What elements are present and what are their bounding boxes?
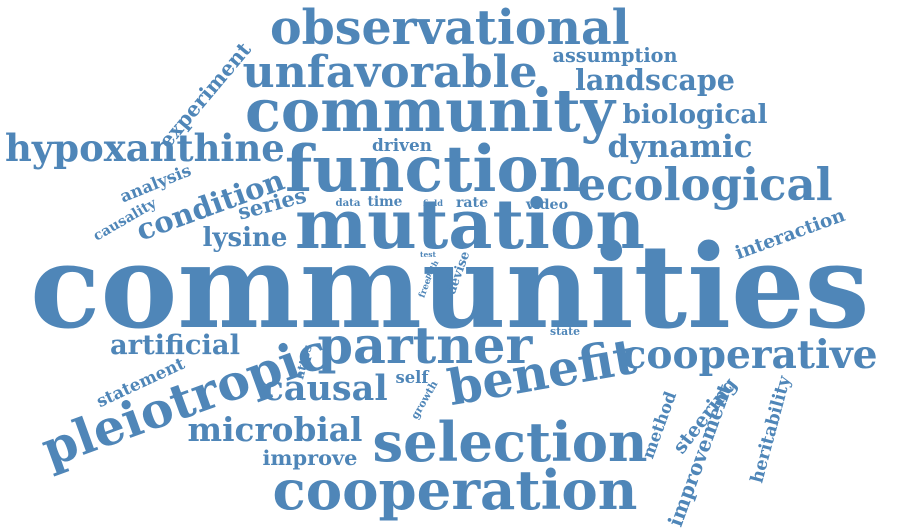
word-state: state	[550, 324, 581, 338]
word-partner: partner	[317, 314, 533, 375]
word-rate: rate	[456, 195, 489, 211]
word-selection: selection	[372, 410, 648, 474]
word-community: community	[245, 75, 615, 145]
word-video: video	[526, 197, 569, 213]
word-microbial: microbial	[187, 409, 363, 449]
word-heritability: heritability	[747, 373, 796, 486]
word-hypoxanthine: hypoxanthine	[5, 125, 285, 170]
word-driven: driven	[372, 134, 432, 155]
word-function: function	[285, 130, 585, 206]
word-ecological: ecological	[577, 157, 833, 211]
word-test: test	[420, 250, 437, 259]
word-unfavorable: unfavorable	[242, 46, 538, 98]
word-artificial: artificial	[110, 328, 240, 361]
word-biological: biological	[622, 99, 768, 130]
word-time: time	[367, 194, 403, 210]
word-self: self	[395, 368, 429, 387]
word-cooperative: cooperative	[622, 331, 878, 378]
word-field: field	[423, 198, 443, 208]
word-causal: causal	[262, 367, 388, 409]
word-improve: improve	[262, 444, 358, 470]
word-landscape: landscape	[575, 62, 735, 97]
word-dynamic: dynamic	[607, 128, 753, 165]
word-data: data	[335, 197, 361, 209]
word-communities: communities	[30, 220, 870, 355]
word-assumption: assumption	[552, 43, 678, 67]
word-mutation: mutation	[295, 185, 646, 265]
word-lysine: lysine	[202, 223, 288, 253]
word-observational: observational	[270, 0, 630, 56]
word-cooperation: cooperation	[272, 457, 638, 522]
